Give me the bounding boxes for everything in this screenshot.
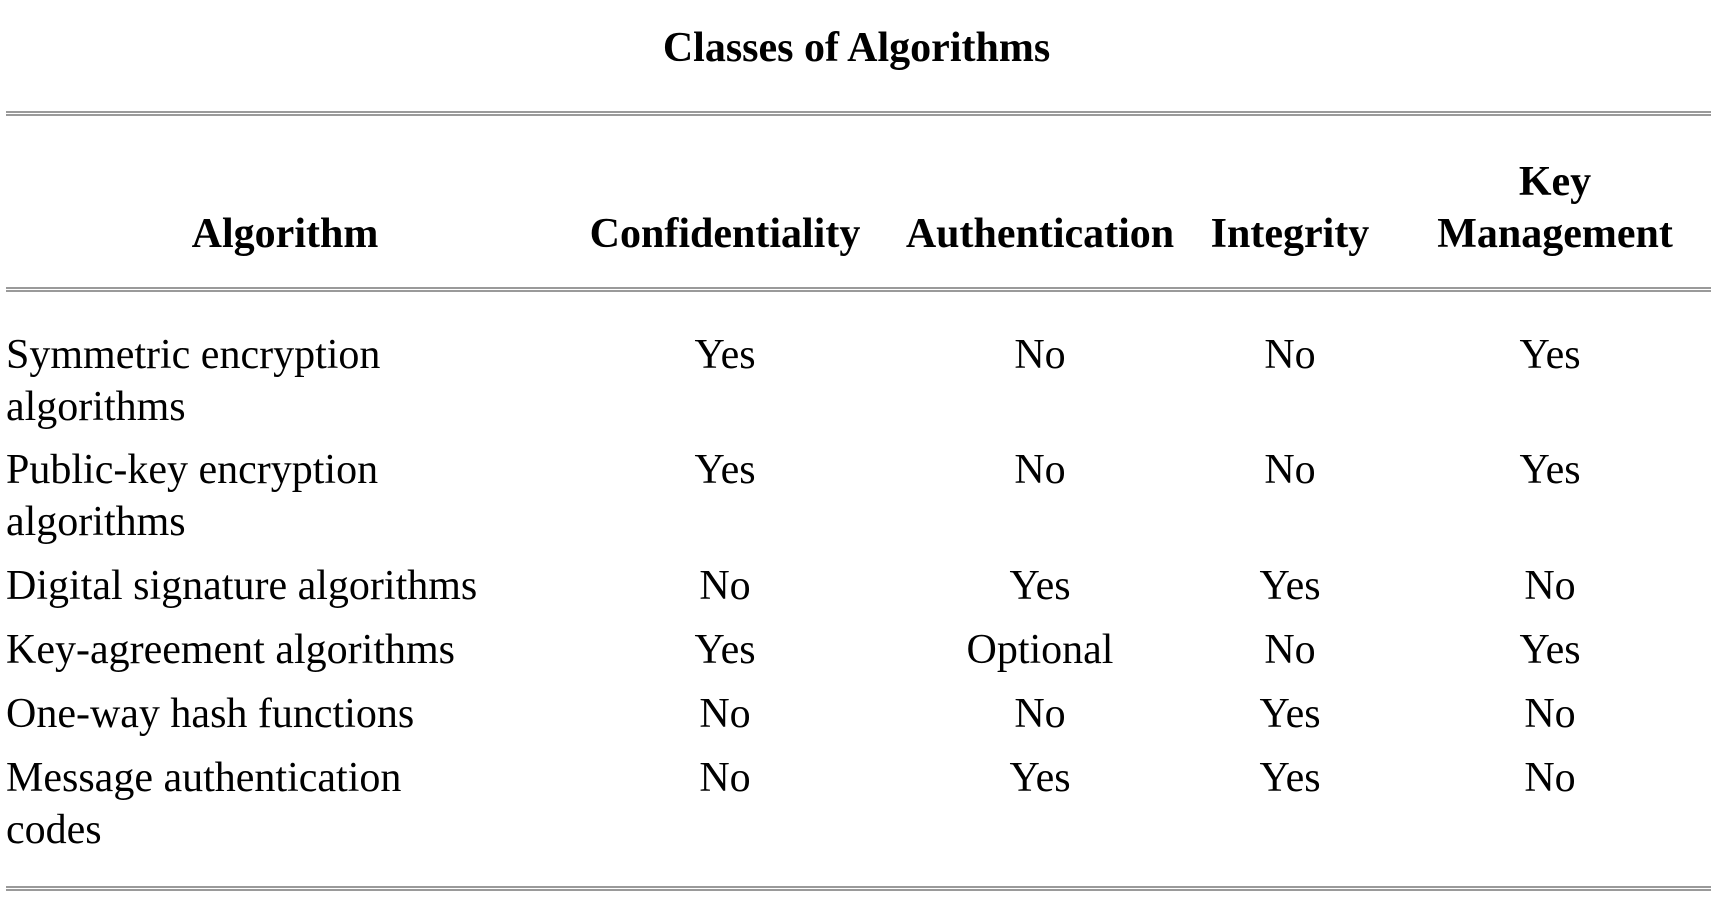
algorithm-line2: algorithms (6, 384, 186, 430)
algorithm-line2: codes (6, 807, 102, 853)
header-key-line2: Management (1437, 211, 1673, 257)
cell-authentication: Optional (966, 627, 1114, 673)
algorithm-line1: Message authentication (6, 755, 402, 801)
header-key-management: Key Management (1400, 150, 1710, 260)
cell-integrity: Yes (1259, 755, 1321, 801)
cell-confidentiality: Yes (694, 627, 756, 673)
cell-confidentiality: No (699, 691, 751, 737)
algorithm-line2: algorithms (6, 499, 186, 545)
cell-key-management: No (1524, 755, 1576, 801)
bottom-rule (6, 886, 1711, 891)
cell-authentication: No (1014, 691, 1066, 737)
cell-key-management: Yes (1519, 447, 1581, 493)
algorithm-line1: Public-key encryption (6, 447, 379, 493)
cell-authentication: Yes (1009, 755, 1071, 801)
header-confidentiality: Confidentiality (560, 150, 890, 260)
cell-algorithm: Symmetric encryption algorithms (6, 329, 566, 433)
cell-key-management: Yes (1519, 332, 1581, 378)
cell-confidentiality: No (699, 563, 751, 609)
cell-confidentiality: Yes (694, 332, 756, 378)
table-title: Classes of Algorithms (662, 25, 1051, 71)
cell-key-management: No (1524, 563, 1576, 609)
cell-integrity: No (1264, 447, 1316, 493)
cell-key-management: No (1524, 691, 1576, 737)
header-authentication: Authentication (880, 150, 1200, 260)
header-rule (6, 287, 1711, 292)
cell-algorithm: Key-agreement algorithms (6, 627, 455, 673)
cell-authentication: No (1014, 447, 1066, 493)
cell-authentication: Yes (1009, 563, 1071, 609)
cell-algorithm: One-way hash functions (6, 691, 415, 737)
header-integrity: Integrity (1190, 150, 1390, 260)
top-rule (6, 111, 1711, 116)
cell-integrity: No (1264, 332, 1316, 378)
algorithm-line1: Symmetric encryption (6, 332, 381, 378)
header-algorithm-label: Algorithm (191, 211, 379, 257)
cell-algorithm: Public-key encryption algorithms (6, 444, 566, 548)
header-authentication-label: Authentication (905, 211, 1175, 257)
cell-algorithm: Digital signature algorithms (6, 563, 478, 609)
cell-integrity: No (1264, 627, 1316, 673)
cell-confidentiality: Yes (694, 447, 756, 493)
cell-key-management: Yes (1519, 627, 1581, 673)
header-algorithm: Algorithm (80, 150, 490, 260)
cell-integrity: Yes (1259, 691, 1321, 737)
header-integrity-label: Integrity (1210, 211, 1370, 257)
header-key-management-label: Key Management (1437, 156, 1673, 260)
cell-authentication: No (1014, 332, 1066, 378)
header-confidentiality-label: Confidentiality (589, 211, 861, 257)
cell-integrity: Yes (1259, 563, 1321, 609)
cell-confidentiality: No (699, 755, 751, 801)
header-key-line1: Key (1518, 159, 1592, 205)
cell-algorithm: Message authentication codes (6, 752, 566, 856)
